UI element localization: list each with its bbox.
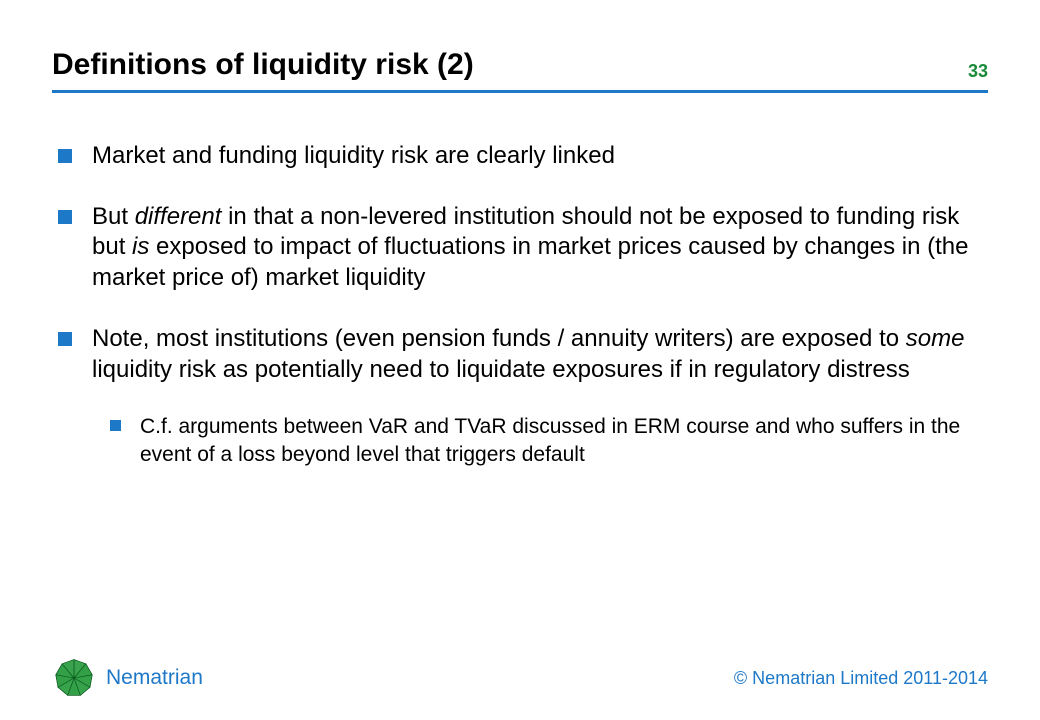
slide-footer: Nematrian © Nematrian Limited 2011-2014 bbox=[0, 656, 1040, 700]
page-number: 33 bbox=[968, 61, 988, 82]
bullet-text: Market and funding liquidity risk are cl… bbox=[92, 142, 615, 169]
brand-name: Nematrian bbox=[106, 666, 203, 690]
sub-bullet-text: C.f. arguments between VaR and TVaR disc… bbox=[140, 415, 960, 465]
sub-bullet-list: C.f. arguments between VaR and TVaR disc… bbox=[92, 413, 982, 468]
sub-bullet-item: C.f. arguments between VaR and TVaR disc… bbox=[110, 413, 982, 468]
copyright-text: © Nematrian Limited 2011-2014 bbox=[734, 668, 988, 689]
bullet-text: Note, most institutions (even pension fu… bbox=[92, 325, 964, 383]
slide-header: Definitions of liquidity risk (2) 33 bbox=[52, 48, 988, 93]
bullet-text: But different in that a non-levered inst… bbox=[92, 203, 968, 291]
bullet-list: Market and funding liquidity risk are cl… bbox=[58, 141, 982, 468]
slide: Definitions of liquidity risk (2) 33 Mar… bbox=[0, 0, 1040, 720]
slide-title: Definitions of liquidity risk (2) bbox=[52, 48, 474, 82]
slide-body: Market and funding liquidity risk are cl… bbox=[52, 93, 988, 468]
bullet-item: Market and funding liquidity risk are cl… bbox=[58, 141, 982, 172]
bullet-item: Note, most institutions (even pension fu… bbox=[58, 324, 982, 468]
nematrian-logo-icon bbox=[52, 656, 96, 700]
brand: Nematrian bbox=[52, 656, 203, 700]
bullet-item: But different in that a non-levered inst… bbox=[58, 202, 982, 294]
